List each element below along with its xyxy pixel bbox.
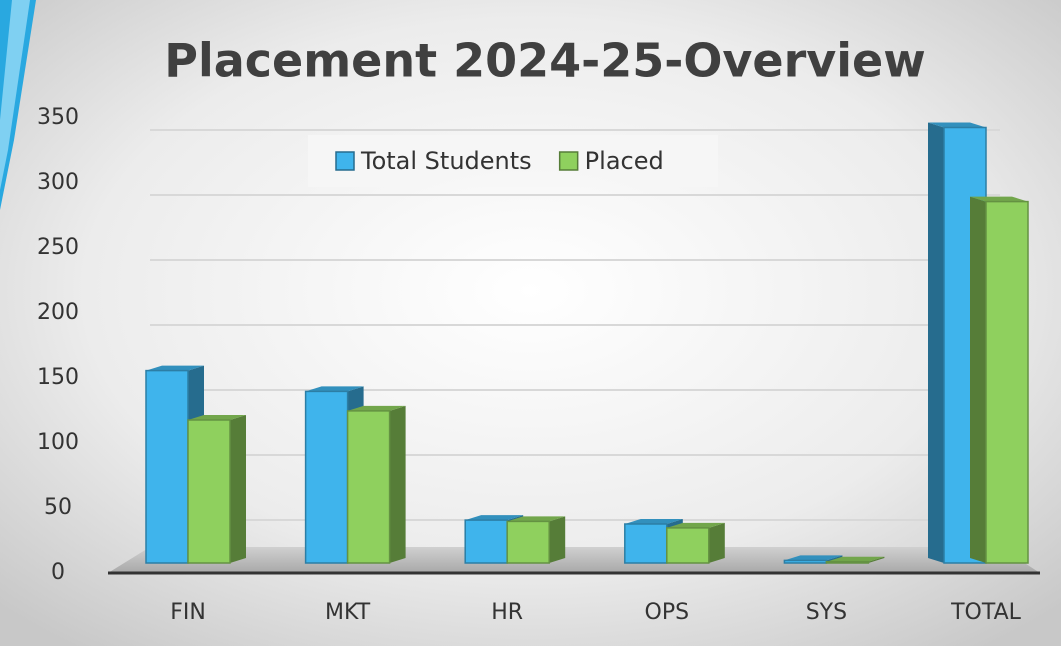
y-tick-label: 350 [37,105,79,130]
bar [187,415,246,564]
legend-label: Total Students [360,147,532,175]
y-tick-label: 200 [37,300,79,325]
bar-top [188,415,246,420]
bar-top [666,522,725,528]
bar-top [970,196,1028,202]
bar-side [868,556,885,563]
bar-top [507,516,566,522]
bar-side [970,196,986,563]
legend-swatch [335,151,355,171]
bar-side [708,522,725,563]
chart-title: Placement 2024-25-Overview [164,34,926,88]
y-tick-label: 100 [37,430,79,455]
bar-front [825,560,870,564]
bar-top [146,365,204,371]
y-tick-label: 250 [37,235,79,260]
x-tick-label: SYS [806,600,847,625]
bar-front [985,200,1029,564]
y-tick-label: 0 [51,560,65,585]
bar-top [784,555,843,561]
bar [666,522,725,564]
bar-front [346,410,391,564]
bar-top [826,556,885,562]
x-tick-label: FIN [170,600,206,625]
legend [308,135,718,187]
bar-side [549,516,566,563]
bar-top [465,515,524,521]
bar-top [624,519,683,524]
bar [825,556,885,564]
bar-front [187,419,231,564]
bar-top [928,122,986,128]
bar [346,405,406,564]
bar-front [304,390,349,564]
y-tick-label: 50 [44,495,72,520]
floor [108,547,1040,573]
x-tick-label: OPS [645,600,690,625]
bar-front [624,523,668,564]
legend-label: Placed [585,147,664,175]
y-tick-label: 150 [37,365,79,390]
bar-side [928,122,944,563]
x-tick-label: MKT [325,600,371,625]
bar-front [783,559,828,564]
bar [506,516,566,564]
bar-top [305,386,364,392]
decor-edge [0,0,30,190]
bar-top [347,405,406,411]
bar-front [666,527,710,564]
x-tick-label: HR [491,600,523,625]
y-tick-label: 300 [37,170,79,195]
x-tick-label: TOTAL [950,600,1022,625]
bar-front [464,519,508,564]
bar-side [389,405,406,563]
bar-side [230,415,246,563]
bar-front [145,369,189,564]
bar-front [506,520,550,564]
bar [970,196,1029,564]
legend-swatch [558,151,579,171]
